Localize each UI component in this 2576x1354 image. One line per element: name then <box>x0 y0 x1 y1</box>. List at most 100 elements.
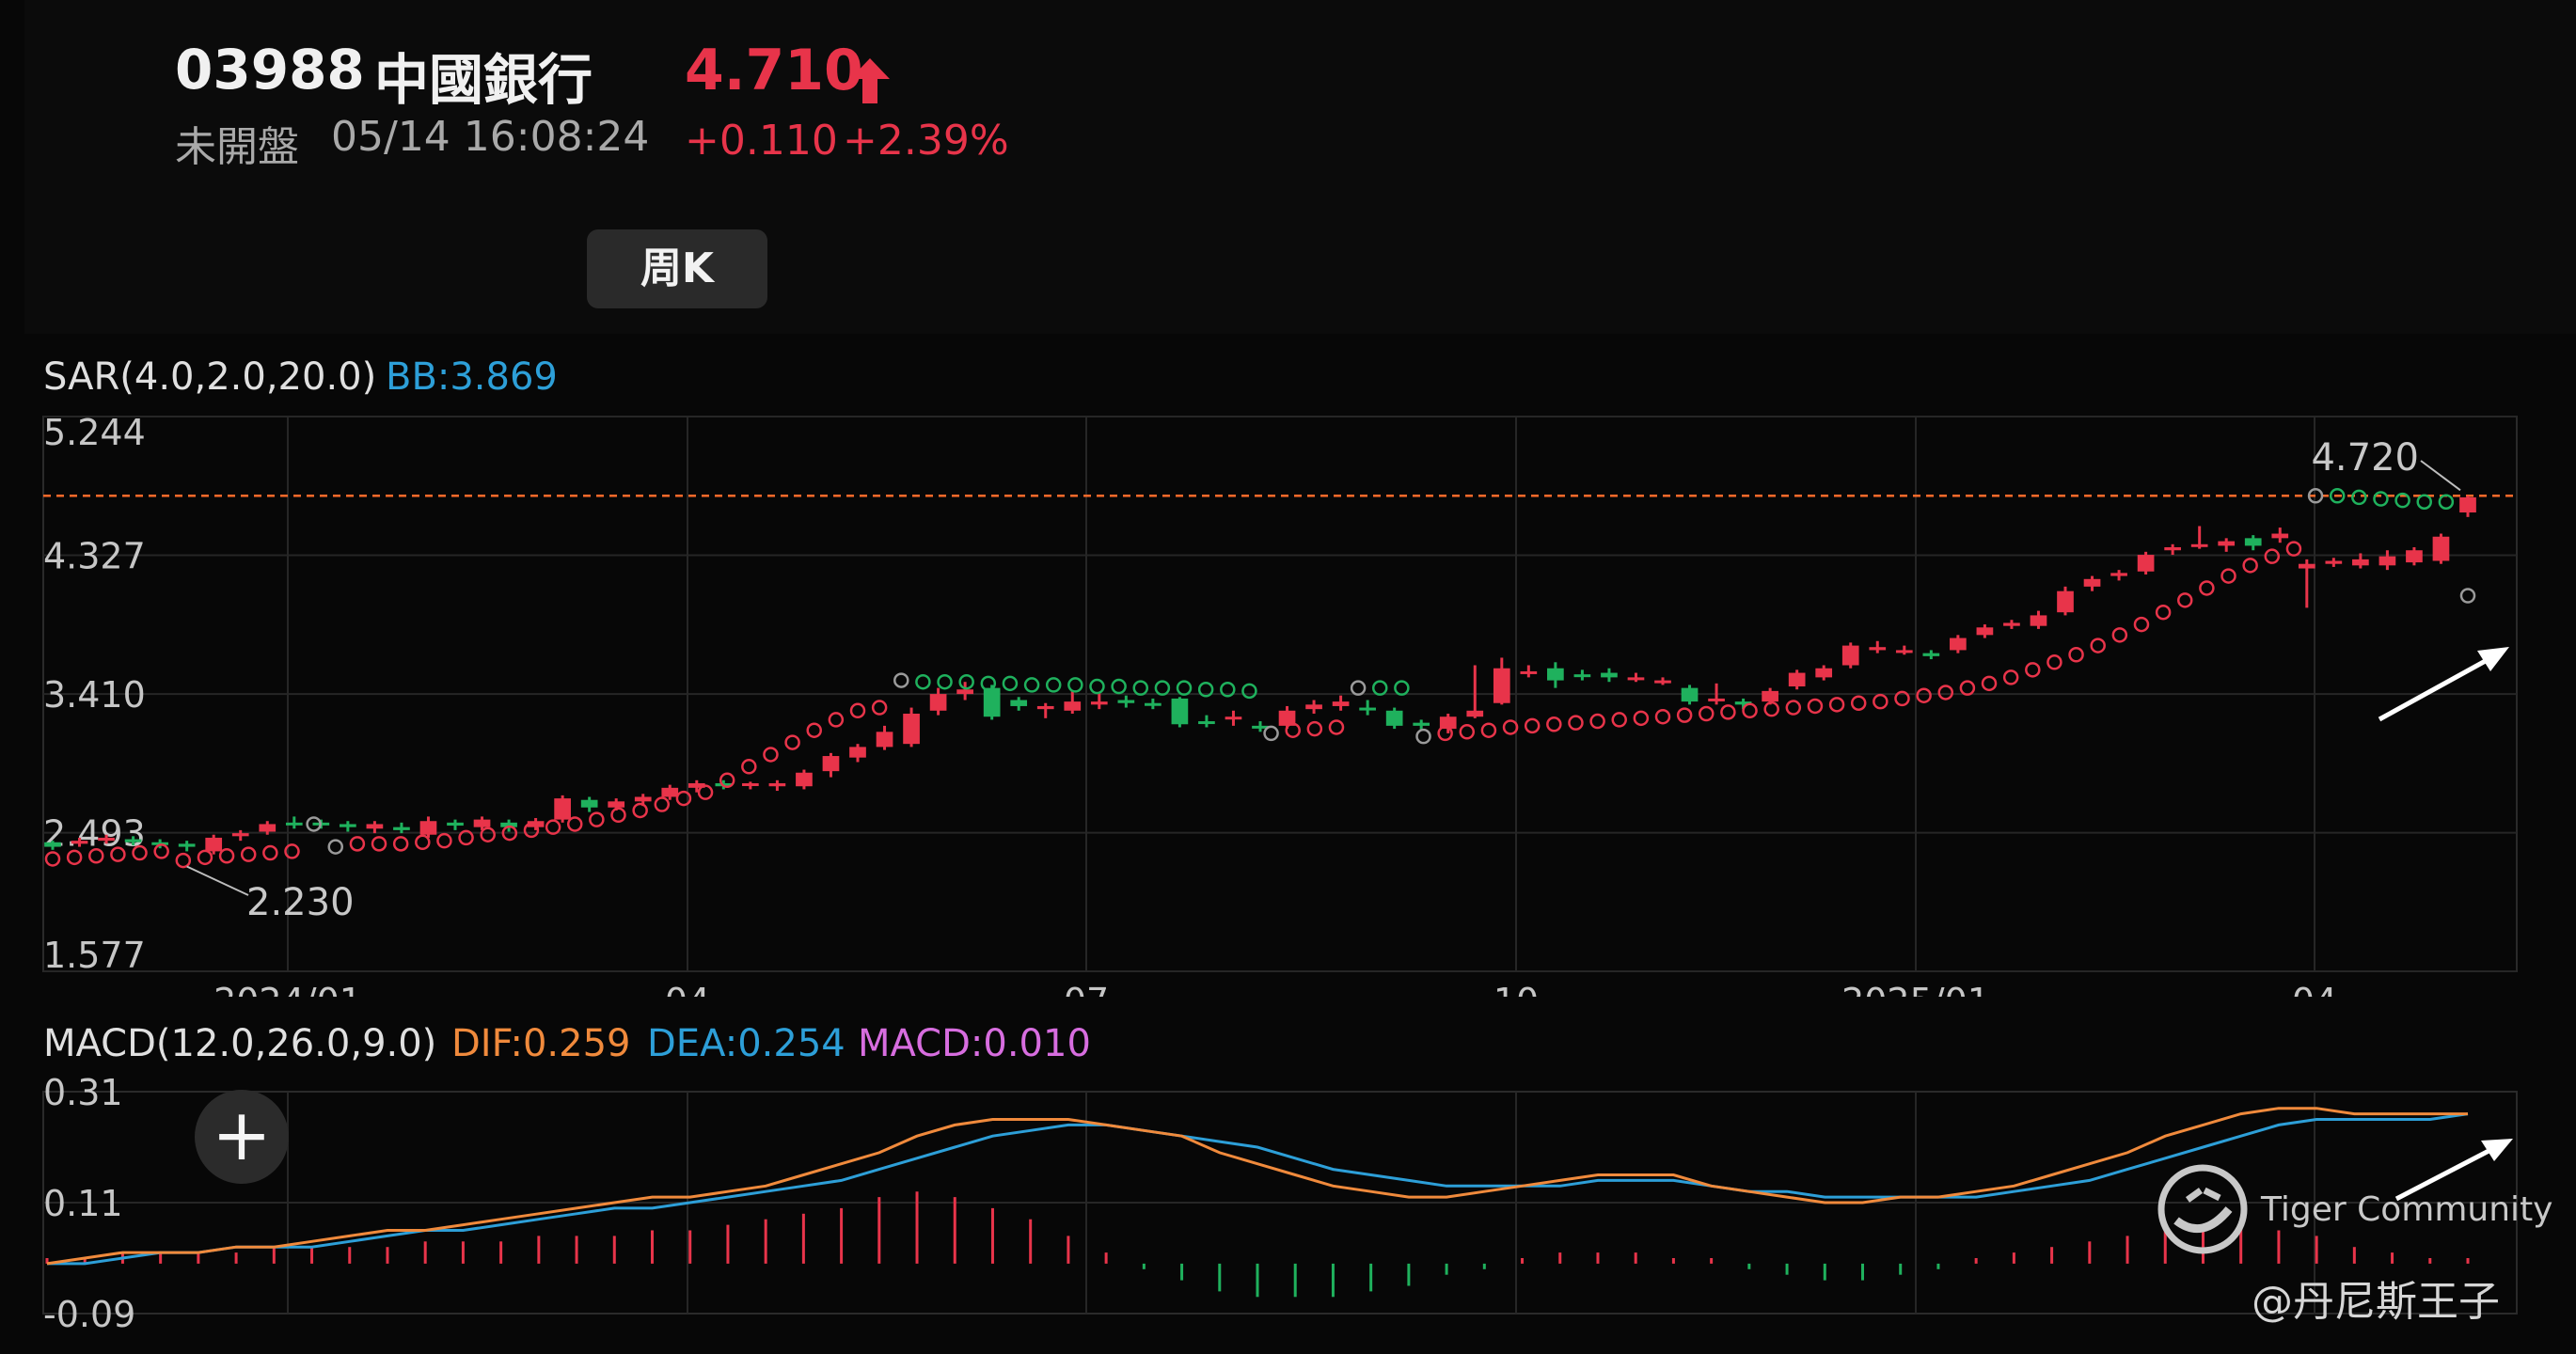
watermark-author: @丹尼斯王子 <box>2252 1278 2500 1326</box>
price-change-pct: +2.39% <box>843 117 1009 165</box>
quote-header <box>24 0 2576 334</box>
sar-dot <box>1306 720 1323 737</box>
candle-body <box>1171 698 1189 725</box>
sar-dot <box>2220 568 2236 584</box>
candle-body <box>687 783 705 788</box>
candle-body <box>1815 668 1833 678</box>
dea-line <box>47 1112 2469 1266</box>
candle-body <box>2057 590 2074 613</box>
candle-body <box>822 756 840 772</box>
sar-dot <box>1720 704 1736 720</box>
sar-dot <box>197 849 213 866</box>
candle-body <box>1708 698 1725 701</box>
tiger-logo-icon <box>2156 1162 2250 1260</box>
sar-dot <box>1959 680 1976 696</box>
candle-body <box>1278 710 1296 726</box>
sar-dot <box>1894 690 1910 707</box>
macd-annotation-arrow-line <box>2394 1145 2496 1202</box>
candle-body <box>44 842 61 847</box>
sar-dot <box>2199 580 2215 596</box>
sar-dot <box>1546 716 1562 732</box>
sar-dot <box>1089 678 1105 695</box>
sar-dot <box>1154 680 1171 696</box>
candle-body <box>554 798 571 820</box>
candle-body <box>473 819 491 827</box>
macd-y-tick-label: -0.09 <box>43 1294 135 1335</box>
tab-weekly-k[interactable]: 周K <box>587 229 767 308</box>
price-change: +0.110 <box>685 117 838 165</box>
candle-body <box>983 687 1001 717</box>
sar-dot <box>1394 680 1410 696</box>
candle-body <box>1145 702 1162 706</box>
high-leader-line <box>2420 460 2461 492</box>
sar-dot <box>240 846 257 862</box>
sar-dot <box>371 836 387 852</box>
candle-body <box>608 801 625 808</box>
last-price: 4.710 <box>685 38 863 103</box>
sar-dot <box>132 844 148 861</box>
candle-body <box>1950 638 1967 651</box>
sar-dot <box>828 712 845 728</box>
sar-dot <box>306 816 322 832</box>
sar-dot <box>2111 627 2128 643</box>
sar-dot <box>1873 693 1889 710</box>
candlestick-chart[interactable]: SAR(4.0,2.0,20.0) BB:3.869 5.244 4.327 3.410… <box>0 338 2576 997</box>
sar-dot <box>632 802 648 819</box>
candle-body <box>98 837 115 842</box>
sar-dot <box>589 811 605 827</box>
candle-body <box>1225 716 1242 720</box>
candle-body <box>2003 622 2020 626</box>
candle-body <box>71 841 88 844</box>
candle-body <box>876 732 893 748</box>
sar-dot <box>958 673 974 690</box>
sar-dot <box>1850 695 1867 711</box>
sar-dot <box>2459 588 2476 604</box>
candle-body <box>419 821 437 835</box>
sar-dot <box>937 673 953 690</box>
candle-body <box>1010 700 1028 706</box>
sar-indicator-label: SAR(4.0,2.0,20.0) <box>43 355 376 399</box>
sar-dot <box>349 836 366 852</box>
sar-dot <box>88 847 104 864</box>
candle-body <box>124 839 142 842</box>
sar-dot <box>110 846 126 862</box>
y-tick-label: 4.327 <box>43 536 146 577</box>
sar-dot <box>175 852 192 869</box>
macd-annotation-arrow-head <box>2481 1139 2513 1161</box>
sar-dot <box>2264 548 2281 564</box>
sar-dot <box>1220 682 1236 698</box>
stock-code: 03988 <box>175 38 365 102</box>
candle-body <box>1922 653 1940 656</box>
candle-body <box>2218 541 2236 546</box>
sar-dot <box>1263 725 1279 742</box>
sar-dot <box>44 851 61 867</box>
candle-body <box>2378 556 2396 566</box>
candle-body <box>1762 690 1778 702</box>
sar-dot <box>2329 488 2346 504</box>
sar-dot <box>284 843 300 859</box>
macd-chart[interactable]: MACD(12.0,26.0,9.0) DIF:0.259 DEA:0.254 MAC… <box>0 1011 2576 1354</box>
y-tick-label: 5.244 <box>43 412 146 453</box>
sar-dot <box>262 844 278 861</box>
sar-dot <box>1699 705 1715 722</box>
candle-body <box>151 842 168 845</box>
sar-dot <box>2373 491 2389 507</box>
x-tick-label: 04 <box>2292 981 2337 997</box>
candle-body <box>1117 700 1135 703</box>
candle-body <box>1385 710 1403 726</box>
candle-body <box>1332 701 1350 706</box>
candle-body <box>1413 722 1430 726</box>
sar-dot <box>1589 713 1605 730</box>
sar-dot <box>1197 682 1214 698</box>
sar-dot <box>741 759 757 775</box>
x-tick-label: 2025/01 <box>1841 981 1990 997</box>
sar-dot <box>1524 717 1541 734</box>
candle-body <box>1520 670 1538 674</box>
add-indicator-button[interactable]: + <box>195 1090 289 1184</box>
candle-body <box>340 824 356 827</box>
candle-body <box>2083 578 2101 587</box>
sar-dot <box>2351 489 2367 506</box>
sar-dot <box>1742 702 1758 719</box>
candle-body <box>634 796 652 802</box>
sar-dot <box>2394 492 2410 509</box>
